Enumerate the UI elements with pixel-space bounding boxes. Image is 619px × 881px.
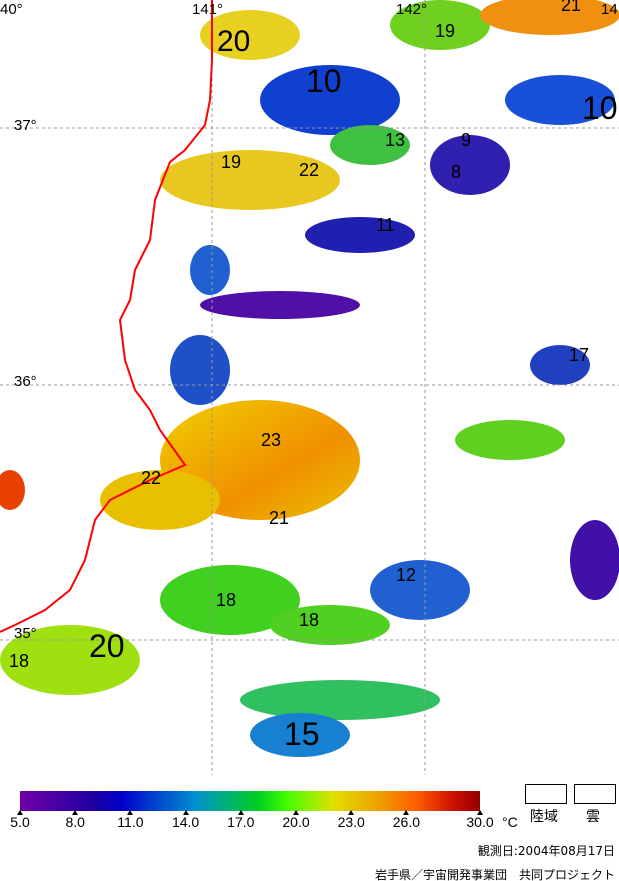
lat-label: 37° <box>14 117 37 134</box>
scale-tick-mark <box>72 810 79 815</box>
land-label: 陸域 <box>530 809 558 825</box>
contour-label: 21 <box>561 0 582 15</box>
scale-tick-mark <box>182 810 189 815</box>
contour-label: 9 <box>461 130 472 150</box>
contour-label: 18 <box>216 590 237 610</box>
scale-tick-mark <box>348 810 355 815</box>
coastline <box>0 0 213 633</box>
contour-label: 19 <box>435 21 456 41</box>
lon-label: 141° <box>192 1 224 18</box>
contour-label: 18 <box>9 651 30 671</box>
scale-tick-label: 26.0 <box>392 814 421 830</box>
contour-label: 10 <box>582 90 618 126</box>
contour-label: 13 <box>385 130 406 150</box>
lon-label: 40° <box>0 1 23 18</box>
contour-label: 12 <box>396 565 417 585</box>
contour-label: 11 <box>376 215 395 235</box>
lon-label: 14 <box>601 1 618 18</box>
contour-label: 21 <box>269 508 290 528</box>
scale-tick-mark <box>127 810 134 815</box>
scale-tick-label: 23.0 <box>337 814 365 830</box>
contour-label: 20 <box>217 25 251 58</box>
scale-tick-label: 20.0 <box>282 814 310 830</box>
contour-label: 18 <box>299 610 320 630</box>
observation-date: 観測日:2004年08月17日 <box>477 844 615 858</box>
lat-label: 35° <box>14 625 37 642</box>
scale-tick-label: 11.0 <box>117 814 144 830</box>
cloud-label: 雲 <box>586 809 600 825</box>
scale-tick-label: 5.0 <box>10 814 30 830</box>
scale-tick-label: 8.0 <box>65 814 85 830</box>
graticule <box>0 0 619 775</box>
scale-tick-mark <box>293 810 299 815</box>
contour-label: 17 <box>569 345 590 365</box>
scale-tick-mark <box>403 810 410 815</box>
scale-tick-mark <box>237 810 244 815</box>
unit-label: °C <box>502 814 518 830</box>
contour-label: 22 <box>299 160 320 180</box>
lon-label: 142° <box>396 1 428 18</box>
scale-tick-mark <box>17 810 23 815</box>
contour-label: 22 <box>141 468 162 488</box>
scale-tick-mark <box>477 810 483 815</box>
scale-tick-label: 14.0 <box>171 814 200 830</box>
scale-tick-label: 17.0 <box>227 814 255 830</box>
contour-label: 15 <box>284 716 320 752</box>
map-canvas <box>0 0 619 775</box>
cloud-swatch <box>574 784 616 804</box>
contour-label: 8 <box>451 162 462 182</box>
color-scale-bar <box>20 791 480 811</box>
land-swatch <box>525 784 567 804</box>
lat-label: 36° <box>14 373 37 390</box>
credit: 岩手県／宇宙開発事業団 共同プロジェクト <box>374 868 615 881</box>
scale-tick-label: 30.0 <box>466 814 494 830</box>
contour-label: 20 <box>89 628 125 664</box>
contour-label: 10 <box>306 63 342 99</box>
contour-label: 23 <box>261 430 282 450</box>
sst-patches <box>0 0 619 757</box>
contour-label: 19 <box>221 152 242 172</box>
